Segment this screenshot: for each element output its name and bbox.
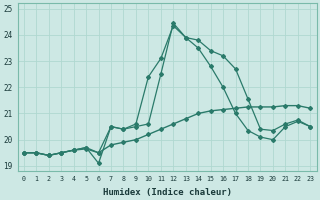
X-axis label: Humidex (Indice chaleur): Humidex (Indice chaleur) — [102, 188, 232, 197]
